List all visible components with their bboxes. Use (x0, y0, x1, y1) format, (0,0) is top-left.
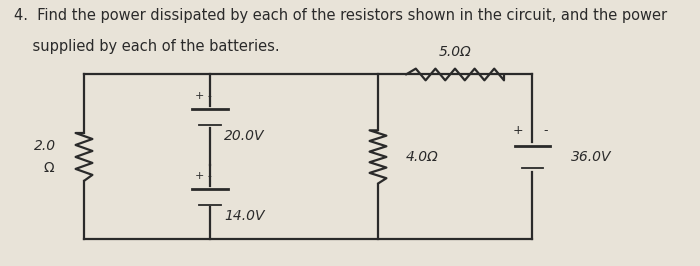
Text: 4.  Find the power dissipated by each of the resistors shown in the circuit, and: 4. Find the power dissipated by each of … (14, 8, 667, 23)
Text: + -: + - (195, 171, 211, 181)
Text: supplied by each of the batteries.: supplied by each of the batteries. (14, 39, 279, 53)
Text: 20.0V: 20.0V (224, 129, 265, 143)
Text: +: + (512, 124, 524, 137)
Text: 2.0: 2.0 (34, 139, 57, 153)
Text: Ω: Ω (43, 161, 55, 174)
Text: -: - (544, 124, 548, 137)
Text: 14.0V: 14.0V (224, 209, 265, 223)
Text: 5.0Ω: 5.0Ω (439, 44, 471, 59)
Text: 4.0Ω: 4.0Ω (406, 150, 439, 164)
Text: + -: + - (195, 91, 211, 101)
Text: 36.0V: 36.0V (570, 150, 611, 164)
